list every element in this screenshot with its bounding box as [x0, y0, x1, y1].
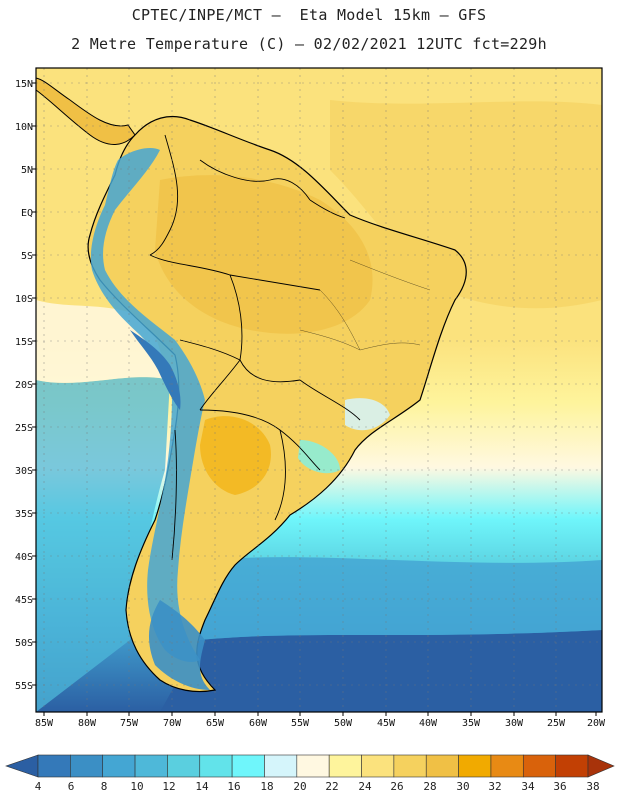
andes-cold-spine [90, 148, 205, 662]
lon-label: 70W [163, 718, 182, 729]
legend-swatch [231, 754, 265, 778]
legend-label: 32 [488, 780, 502, 793]
legend-arrow-high [587, 754, 615, 778]
legend-swatch [458, 754, 492, 778]
legend-swatch [102, 754, 136, 778]
legend-label: 8 [100, 780, 108, 793]
latitude-labels: 15N 10N 5N EQ 5S 10S 15S 20S 25S 30S 35S… [15, 79, 33, 692]
lon-label: 75W [120, 718, 139, 729]
state-borders [299, 259, 431, 351]
legend-label: 20 [293, 780, 307, 793]
lat-label: 15S [15, 337, 33, 348]
lon-label: 50W [334, 718, 353, 729]
legend-label: 6 [67, 780, 75, 793]
lon-label: 60W [249, 718, 268, 729]
chaco-hot-area [200, 416, 271, 495]
lat-label: 45S [15, 595, 33, 606]
legend-swatch [296, 754, 330, 778]
lat-label: EQ [21, 208, 33, 219]
legend-swatch [425, 754, 459, 778]
map-title: CPTEC/INPE/MCT — Eta Model 15km — GFS [131, 6, 487, 24]
atlantic-warm-band [330, 100, 602, 309]
lat-label: 50S [15, 638, 33, 649]
pacific-cool-region [36, 377, 170, 712]
altiplano-cold [130, 330, 181, 410]
lon-label: 45W [377, 718, 396, 729]
legend-label: 10 [130, 780, 144, 793]
southeast-brazil-mild [345, 398, 390, 431]
legend-swatch [361, 754, 395, 778]
legend-arrow-low [5, 754, 39, 778]
legend-label: 34 [521, 780, 535, 793]
legend-label: 26 [390, 780, 404, 793]
lat-label: 10S [15, 294, 33, 305]
lon-label: 85W [35, 718, 54, 729]
lat-label: 25S [15, 423, 33, 434]
lat-label: 10N [15, 122, 33, 133]
lon-label: 20W [587, 718, 606, 729]
legend-label: 12 [162, 780, 176, 793]
legend-swatch [393, 754, 427, 778]
southern-cold-water [160, 630, 602, 712]
legend-label: 14 [195, 780, 209, 793]
legend-swatch [264, 754, 298, 778]
map-frame [35, 67, 603, 713]
legend-label: 16 [227, 780, 241, 793]
longitude-labels: 85W 80W 75W 70W 65W 60W 55W 50W 45W 40W … [35, 718, 606, 729]
patagonia-cold [148, 600, 210, 690]
legend-label: 4 [34, 780, 42, 793]
amazon-interior-warm [155, 175, 373, 334]
legend-label: 22 [325, 780, 339, 793]
lat-label: 40S [15, 552, 33, 563]
color-legend [5, 754, 615, 778]
legend-label: 36 [553, 780, 567, 793]
lat-label: 35S [15, 509, 33, 520]
legend-label: 18 [260, 780, 274, 793]
legend-swatch [37, 754, 71, 778]
lon-label: 40W [419, 718, 438, 729]
lon-label: 25W [547, 718, 566, 729]
legend-label: 30 [456, 780, 470, 793]
south-brazil-cool [298, 440, 340, 474]
legend-swatch [199, 754, 233, 778]
lat-label: 20S [15, 380, 33, 391]
country-borders [149, 134, 361, 561]
axis-ticks [32, 82, 597, 716]
lon-label: 65W [206, 718, 225, 729]
legend-swatch [134, 754, 168, 778]
legend-label: 28 [423, 780, 437, 793]
legend-swatch [555, 754, 589, 778]
lon-label: 35W [462, 718, 481, 729]
lat-label: 15N [15, 79, 33, 90]
lat-label: 55S [15, 681, 33, 692]
legend-label: 24 [358, 780, 372, 793]
legend-label: 38 [586, 780, 600, 793]
central-america-land [36, 77, 136, 145]
legend-swatch [70, 754, 104, 778]
legend-swatch [490, 754, 524, 778]
map-gridlines [36, 68, 602, 712]
lat-label: 30S [15, 466, 33, 477]
lon-label: 30W [505, 718, 524, 729]
legend-swatch [328, 754, 362, 778]
legend-labels: 4 6 8 10 12 14 16 18 20 22 24 26 28 30 3… [0, 780, 618, 796]
lat-label: 5N [21, 165, 33, 176]
legend-swatch [522, 754, 556, 778]
south-atlantic-cool-water [200, 557, 602, 640]
lon-label: 55W [291, 718, 310, 729]
legend-swatch [167, 754, 201, 778]
map-subtitle: 2 Metre Temperature (C) — 02/02/2021 12U… [71, 35, 547, 53]
lat-label: 5S [21, 251, 33, 262]
lon-label: 80W [78, 718, 97, 729]
